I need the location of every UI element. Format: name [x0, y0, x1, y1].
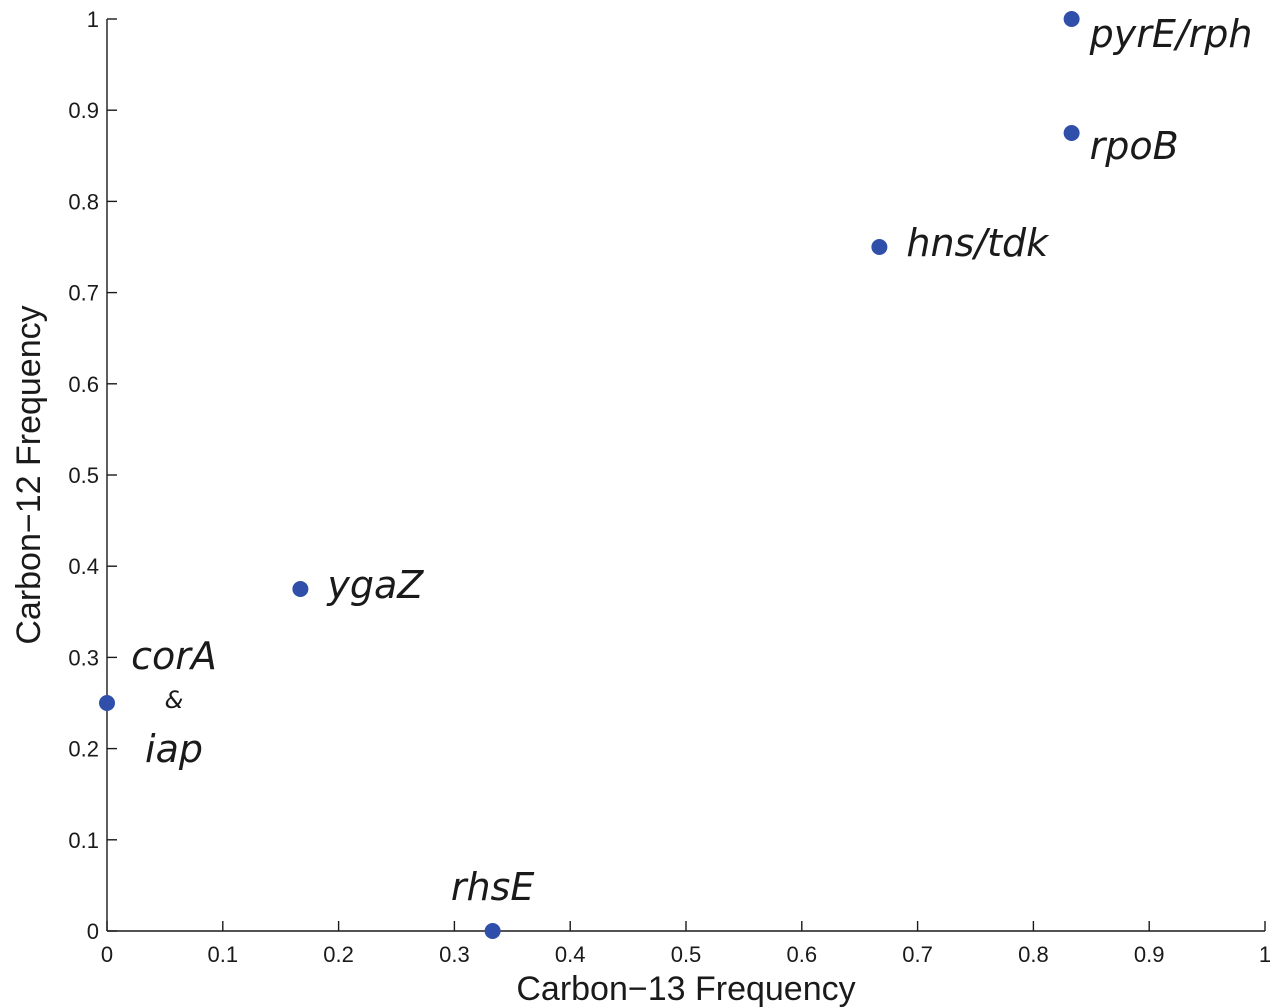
point-labels: pyrE/rph rpoB hns/tdk ygaZ corA & iap rhsE	[131, 12, 1252, 909]
x-tick-label: 0.1	[208, 942, 239, 967]
y-tick-label: 0.1	[68, 828, 99, 853]
point-label: rpoB	[1090, 124, 1179, 168]
data-points	[99, 11, 1080, 939]
data-point	[99, 695, 115, 711]
point-label: rhsE	[451, 865, 535, 909]
y-tick-label: 1	[87, 7, 99, 32]
point-label-secondary: iap	[145, 727, 203, 771]
x-tick-label: 0.9	[1134, 942, 1165, 967]
data-point	[1063, 125, 1080, 141]
y-tick-label: 0.9	[68, 98, 99, 123]
point-label: pyrE/rph	[1089, 12, 1253, 56]
y-tick-label: 0.4	[68, 554, 99, 579]
x-tick-label: 1	[1259, 942, 1270, 967]
point-label: corA	[131, 634, 217, 678]
y-tick-label: 0.3	[68, 645, 99, 670]
x-axis-title: Carbon−13 Frequency	[516, 970, 855, 1008]
x-tick-label: 0.5	[671, 942, 702, 967]
x-tick-label: 0.6	[787, 942, 818, 967]
x-tick-label: 0	[101, 942, 113, 967]
y-axis-ticks: 0 0.1 0.2 0.3 0.4 0.5 0.6 0.7 0.8 0.9 1	[68, 7, 117, 944]
y-tick-label: 0.7	[68, 281, 99, 306]
y-axis-title: Carbon−12 Frequency	[10, 305, 48, 644]
y-tick-label: 0.2	[68, 737, 99, 762]
x-tick-label: 0.4	[555, 942, 586, 967]
y-tick-label: 0	[87, 919, 99, 944]
data-point	[871, 239, 888, 255]
data-point	[484, 923, 501, 939]
y-tick-label: 0.5	[68, 463, 99, 488]
data-point	[292, 581, 309, 597]
point-label: hns/tdk	[906, 221, 1050, 265]
x-tick-label: 0.2	[323, 942, 354, 967]
x-axis-ticks: 0 0.1 0.2 0.3 0.4 0.5 0.6 0.7 0.8 0.9 1	[101, 921, 1270, 967]
point-label-connector: &	[165, 686, 184, 714]
x-tick-label: 0.8	[1018, 942, 1049, 967]
point-label: ygaZ	[326, 563, 424, 607]
x-tick-label: 0.3	[439, 942, 470, 967]
y-tick-label: 0.6	[68, 372, 99, 397]
y-tick-label: 0.8	[68, 189, 99, 214]
x-tick-label: 0.7	[902, 942, 933, 967]
data-point	[1063, 11, 1080, 27]
